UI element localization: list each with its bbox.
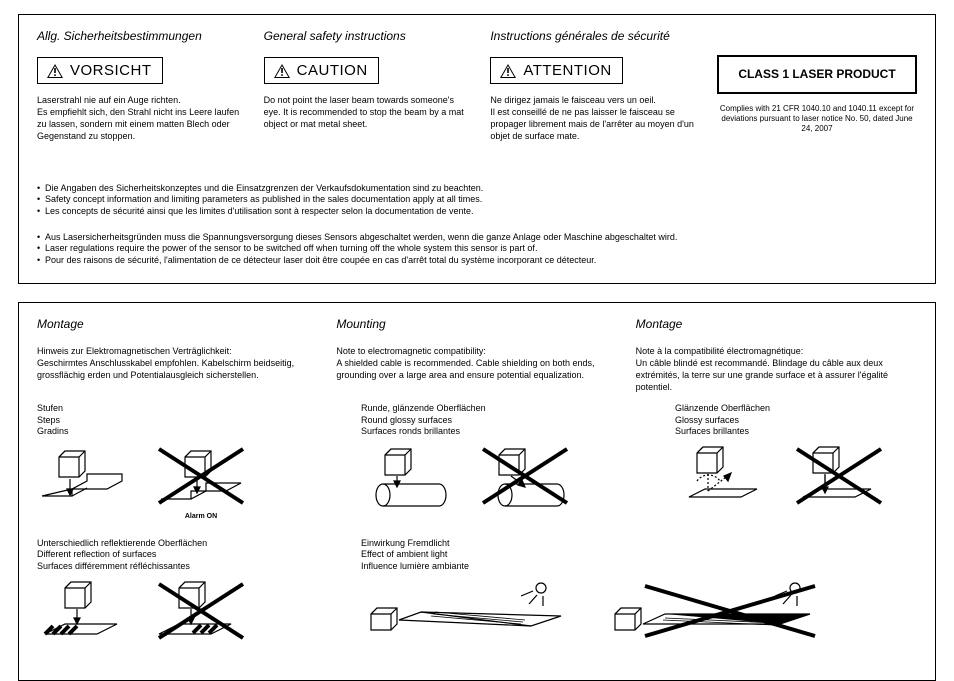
safety-heading-fr: Instructions générales de sécurité xyxy=(490,29,699,43)
label-steps-de: Stufen xyxy=(37,403,347,414)
diagram-ambient-correct xyxy=(361,576,591,646)
caution-badge-fr: ATTENTION xyxy=(490,57,622,84)
diagram-ambient-wrong xyxy=(605,576,835,646)
label-reflect-en: Different reflection of surfaces xyxy=(37,549,347,560)
mounting-box: Montage Hinweis zur Elektromagnetischen … xyxy=(18,302,936,681)
mount-heading-en: Mounting xyxy=(336,317,617,331)
label-round-en: Round glossy surfaces xyxy=(361,415,661,426)
label-glossy-fr: Surfaces brillantes xyxy=(675,426,954,437)
label-ambient-fr: Influence lumière ambiante xyxy=(361,561,954,572)
diagram-glossy-wrong xyxy=(789,441,889,511)
bullet-item: Safety concept information and limiting … xyxy=(37,194,917,206)
diagram-reflect-correct xyxy=(37,576,137,646)
safety-body-fr: Ne dirigez jamais le faisceau vers un oe… xyxy=(490,94,699,143)
caution-badge-en: CAUTION xyxy=(264,57,379,84)
bullet-item: Aus Lasersicherheitsgründen muss die Spa… xyxy=(37,232,917,244)
safety-box: Allg. Sicherheitsbestimmungen VORSICHT L… xyxy=(18,14,936,284)
bullet-item: Pour des raisons de sécurité, l'alimenta… xyxy=(37,255,917,267)
diagram-round-correct xyxy=(361,441,461,511)
safety-col-en: General safety instructions CAUTION Do n… xyxy=(264,29,473,143)
diagram-glossy-correct xyxy=(675,441,775,511)
mount-heading-de: Montage xyxy=(37,317,318,331)
mount-note-de: Hinweis zur Elektromagnetischen Verträgl… xyxy=(37,345,318,381)
caution-label-fr: ATTENTION xyxy=(523,62,611,79)
mount-col-de: Montage Hinweis zur Elektromagnetischen … xyxy=(37,317,318,394)
laser-compliance-col: CLASS 1 LASER PRODUCT Complies with 21 C… xyxy=(717,29,917,143)
label-steps-fr: Gradins xyxy=(37,426,347,437)
diagram-round: Runde, glänzende Oberflächen Round gloss… xyxy=(361,403,661,520)
mount-note-en: Note to electromagnetic compatibility: A… xyxy=(336,345,617,381)
safety-body-de: Laserstrahl nie auf ein Auge richten. Es… xyxy=(37,94,246,143)
diagram-reflect-wrong xyxy=(151,576,251,646)
laser-compliance-text: Complies with 21 CFR 1040.10 and 1040.11… xyxy=(717,104,917,134)
diagram-steps: Stufen Steps Gradins xyxy=(37,403,347,520)
bullet-item: Die Angaben des Sicherheitskonzeptes und… xyxy=(37,183,917,195)
diagram-reflect: Unterschiedlich reflektierende Oberfläch… xyxy=(37,538,347,646)
diagram-round-wrong xyxy=(475,441,575,511)
laser-class-text: CLASS 1 LASER PRODUCT xyxy=(725,67,909,82)
label-glossy-de: Glänzende Oberflächen xyxy=(675,403,954,414)
diagram-steps-wrong: Alarm ON xyxy=(151,441,251,520)
mount-heading-fr: Montage xyxy=(636,317,917,331)
label-reflect-de: Unterschiedlich reflektierende Oberfläch… xyxy=(37,538,347,549)
mount-col-en: Mounting Note to electromagnetic compati… xyxy=(336,317,617,394)
diagram-steps-correct xyxy=(37,441,137,511)
bullet-item: Laser regulations require the power of t… xyxy=(37,243,917,255)
mount-note-fr: Note à la compatibilité électromagnétiqu… xyxy=(636,345,917,394)
safety-heading-de: Allg. Sicherheitsbestimmungen xyxy=(37,29,246,43)
label-round-fr: Surfaces ronds brillantes xyxy=(361,426,661,437)
laser-class-label: CLASS 1 LASER PRODUCT xyxy=(717,55,917,94)
warning-icon xyxy=(46,63,64,79)
mount-col-fr: Montage Note à la compatibilité électrom… xyxy=(636,317,917,394)
safety-heading-en: General safety instructions xyxy=(264,29,473,43)
diagram-glossy: Glänzende Oberflächen Glossy surfaces Su… xyxy=(675,403,954,520)
caution-label-de: VORSICHT xyxy=(70,62,152,79)
label-steps-en: Steps xyxy=(37,415,347,426)
bullet-item: Les concepts de sécurité ainsi que les l… xyxy=(37,206,917,218)
label-reflect-fr: Surfaces différemment réfléchissantes xyxy=(37,561,347,572)
label-ambient-en: Effect of ambient light xyxy=(361,549,954,560)
alarm-on-label: Alarm ON xyxy=(151,513,251,520)
caution-badge-de: VORSICHT xyxy=(37,57,163,84)
warning-icon xyxy=(499,63,517,79)
safety-col-de: Allg. Sicherheitsbestimmungen VORSICHT L… xyxy=(37,29,246,143)
safety-bullets: Die Angaben des Sicherheitskonzeptes und… xyxy=(37,183,917,267)
safety-col-fr: Instructions générales de sécurité ATTEN… xyxy=(490,29,699,143)
diagram-ambient: Einwirkung Fremdlicht Effect of ambient … xyxy=(361,538,954,646)
label-glossy-en: Glossy surfaces xyxy=(675,415,954,426)
safety-body-en: Do not point the laser beam towards some… xyxy=(264,94,473,130)
warning-icon xyxy=(273,63,291,79)
caution-label-en: CAUTION xyxy=(297,62,368,79)
label-ambient-de: Einwirkung Fremdlicht xyxy=(361,538,954,549)
label-round-de: Runde, glänzende Oberflächen xyxy=(361,403,661,414)
